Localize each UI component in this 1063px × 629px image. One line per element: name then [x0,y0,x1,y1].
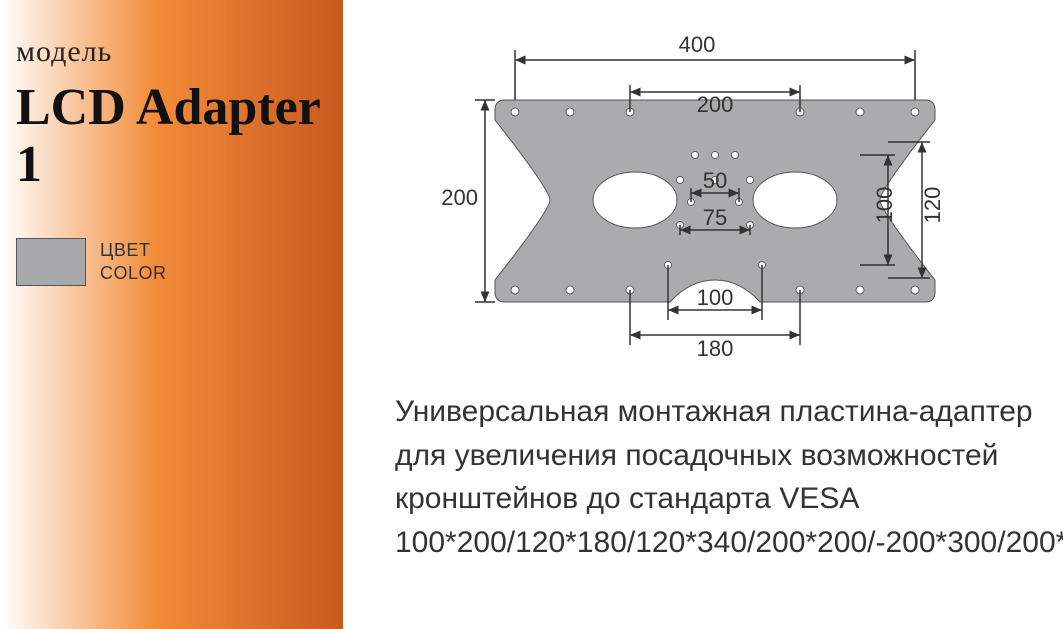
sidebar: модель LCD Adapter 1 ЦВЕТ COLOR [0,0,343,629]
color-label-ru: ЦВЕТ [100,239,167,262]
dim-400: 400 [679,32,716,57]
product-description: Универсальная монтажная пластина-адаптер… [395,390,1045,564]
color-row: ЦВЕТ COLOR [16,238,343,286]
color-swatch [16,238,86,286]
dim-75: 75 [703,205,727,230]
dim-120: 120 [920,187,945,224]
dim-100-right: 100 [872,187,897,224]
main-content: 400 200 200 50 75 100 [395,30,1045,564]
product-name: LCD Adapter 1 [16,79,343,193]
technical-diagram: 400 200 200 50 75 100 [440,30,970,360]
model-label: модель [16,35,343,69]
dim-180: 180 [697,336,734,360]
dim-50: 50 [703,168,727,193]
color-labels: ЦВЕТ COLOR [100,239,167,286]
dim-200-top: 200 [697,92,734,117]
dim-100-bottom: 100 [697,285,734,310]
color-label-en: COLOR [100,262,167,285]
dim-200-left: 200 [441,185,478,210]
